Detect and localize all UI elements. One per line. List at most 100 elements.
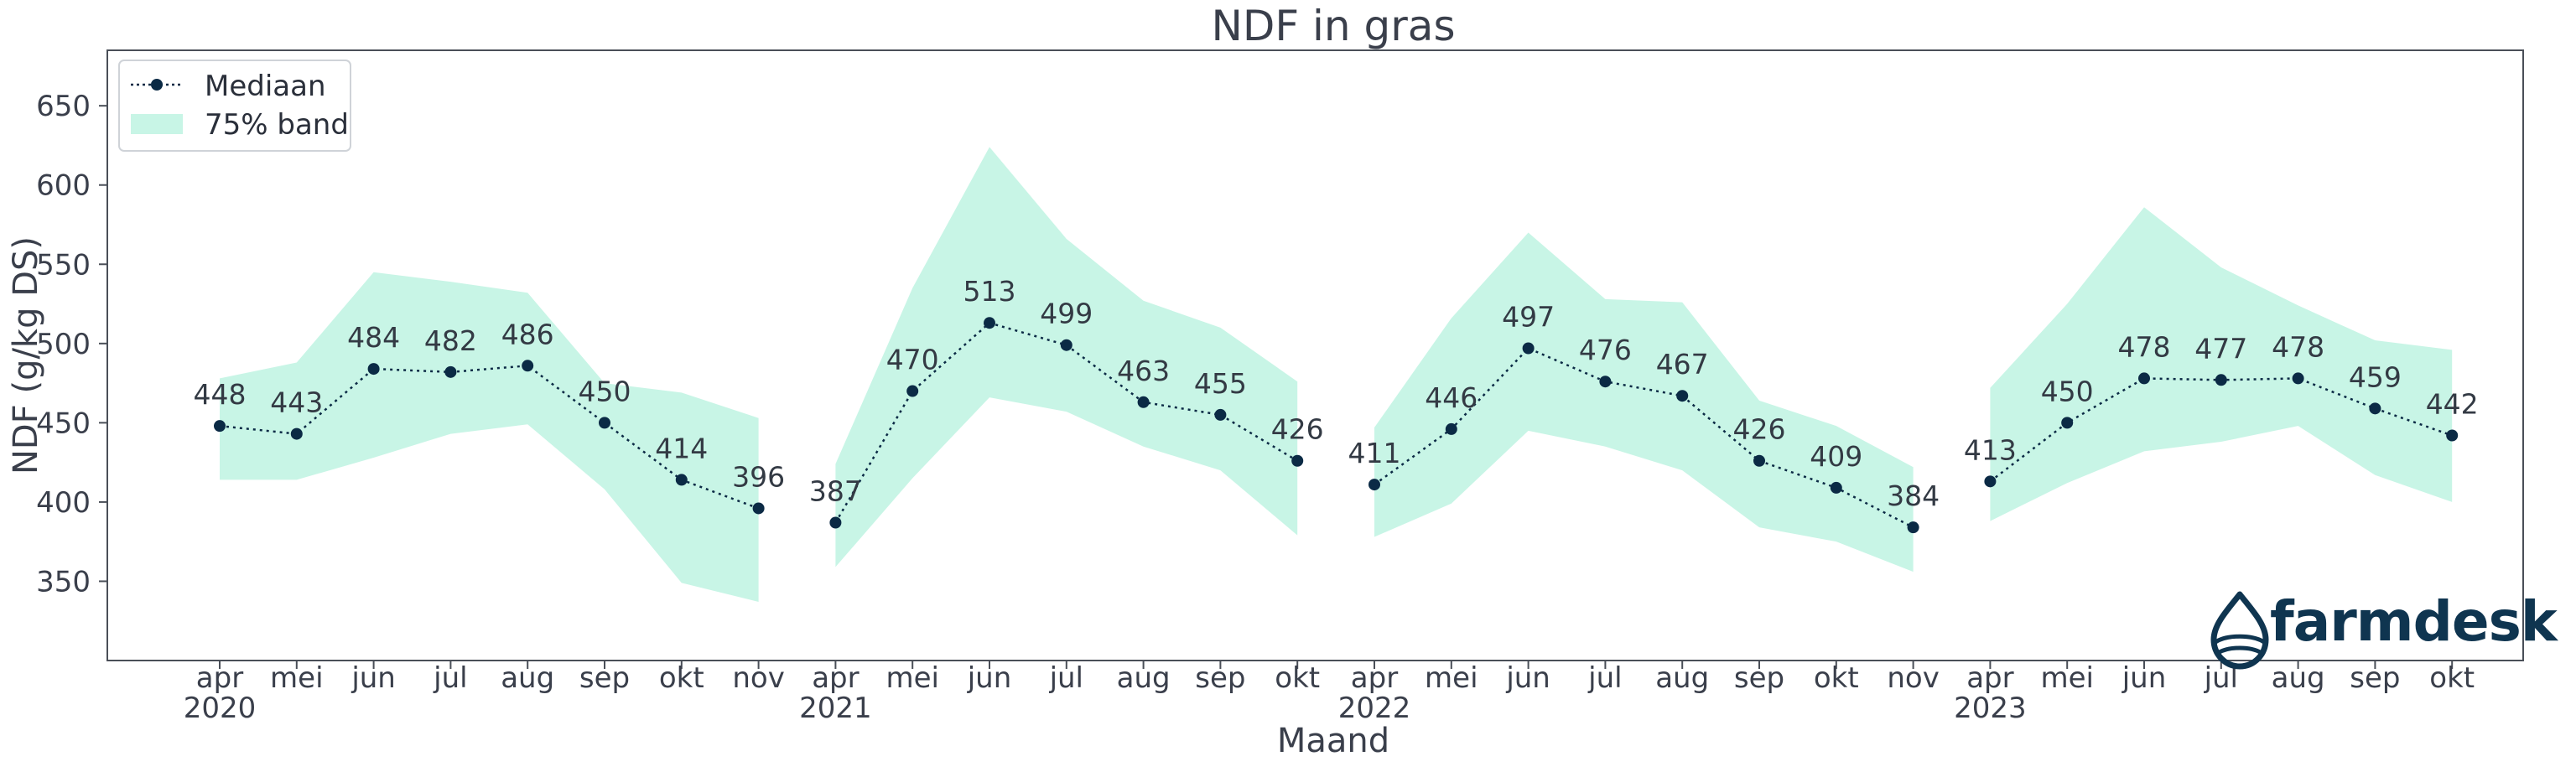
x-tick-year-label: 2021 — [799, 692, 872, 725]
data-label: 459 — [2349, 360, 2402, 393]
x-tick-label: nov — [732, 661, 784, 695]
data-label: 482 — [424, 324, 477, 357]
x-tick-label: jun — [2122, 661, 2167, 695]
data-label: 484 — [347, 321, 400, 354]
median-line-2022 — [1374, 346, 1914, 529]
x-tick-label: okt — [2429, 661, 2475, 695]
data-label: 477 — [2194, 332, 2247, 365]
data-label: 387 — [809, 474, 862, 507]
data-label: 442 — [2426, 387, 2479, 420]
x-tick-label: okt — [1814, 661, 1859, 695]
data-label: 414 — [655, 432, 708, 464]
y-tick-label: 500 — [36, 328, 91, 361]
x-tick-label: jun — [1505, 661, 1550, 695]
x-tick-year-label: 2020 — [184, 692, 257, 725]
band-2022 — [1374, 232, 1914, 573]
data-label: 463 — [1117, 355, 1170, 387]
median-point — [1445, 422, 1457, 435]
median-point — [984, 317, 995, 329]
data-label: 426 — [1733, 413, 1786, 446]
median-point — [1368, 479, 1380, 491]
x-tick-label: jun — [967, 661, 1012, 695]
x-tick-label: aug — [1655, 661, 1709, 695]
data-label: 499 — [1040, 298, 1093, 330]
median-point — [2138, 372, 2150, 385]
x-tick-label: sep — [1734, 661, 1784, 695]
x-tick-label: okt — [1275, 661, 1320, 695]
median-point — [1060, 339, 1072, 351]
band-2021 — [835, 147, 1298, 567]
data-label: 411 — [1348, 437, 1401, 469]
data-label: 478 — [2272, 330, 2324, 363]
x-tick-label: aug — [2272, 661, 2325, 695]
band-2023 — [1990, 207, 2453, 521]
median-point — [290, 427, 303, 440]
band-2020 — [220, 272, 759, 603]
x-tick-label: mei — [2040, 661, 2093, 695]
median-point — [444, 365, 457, 378]
x-tick-label: sep — [1195, 661, 1245, 695]
data-label: 450 — [2041, 375, 2094, 407]
x-tick-label: jun — [351, 661, 396, 695]
x-tick-label: apr — [1351, 661, 1398, 695]
median-point — [1753, 454, 1765, 467]
y-tick-label: 550 — [36, 248, 91, 282]
median-point — [1676, 390, 1689, 402]
median-point — [1214, 408, 1227, 421]
x-tick-label: jul — [433, 661, 467, 695]
farmdesk-logo: farmdesk — [2210, 589, 2560, 670]
y-tick-label: 600 — [36, 169, 91, 203]
x-tick-year-label: 2022 — [1338, 692, 1411, 725]
data-label: 413 — [1964, 433, 2017, 466]
data-label: 426 — [1271, 413, 1324, 446]
x-tick-label: okt — [659, 661, 704, 695]
median-point — [1830, 481, 1842, 494]
median-point — [1984, 475, 1997, 488]
median-point — [1599, 376, 1612, 388]
data-label: 448 — [194, 378, 247, 411]
data-label: 396 — [732, 460, 785, 493]
median-point — [214, 420, 226, 433]
data-label: 384 — [1887, 479, 1940, 512]
median-point — [1522, 342, 1535, 355]
x-tick-label: apr — [1966, 661, 2013, 695]
x-tick-label: nov — [1887, 661, 1939, 695]
data-label: 486 — [501, 318, 554, 350]
brand-name: farmdesk — [2270, 589, 2559, 654]
y-axis-title: NDF (g/kg DS) — [7, 236, 45, 474]
median-point — [367, 363, 380, 376]
x-tick-label: mei — [1425, 661, 1478, 695]
data-label: 467 — [1656, 348, 1709, 381]
median-point — [1137, 396, 1150, 408]
legend: Mediaan 75% band — [118, 60, 351, 152]
median-point — [2061, 417, 2074, 429]
legend-median-marker-icon — [151, 79, 163, 91]
median-point — [2369, 402, 2381, 415]
data-label: 446 — [1425, 381, 1478, 414]
data-label: 455 — [1194, 367, 1247, 400]
x-tick-label: mei — [886, 661, 938, 695]
chart-title: NDF in gras — [1211, 2, 1455, 50]
data-label: 497 — [1502, 300, 1555, 333]
x-tick-label: aug — [501, 661, 554, 695]
data-label: 476 — [1579, 334, 1632, 366]
y-tick-label: 650 — [36, 90, 91, 123]
median-point — [522, 360, 534, 372]
median-point — [2215, 374, 2227, 386]
data-label: 450 — [579, 375, 631, 407]
data-label: 409 — [1810, 440, 1862, 473]
x-tick-label: apr — [196, 661, 243, 695]
plot-frame — [106, 49, 2524, 661]
median-point — [2446, 429, 2459, 442]
band-layer — [220, 147, 2453, 603]
median-point — [2292, 372, 2304, 385]
y-tick-label: 350 — [36, 565, 91, 598]
legend-band-swatch-icon — [131, 114, 183, 134]
median-point — [829, 516, 842, 529]
median-point — [906, 385, 919, 397]
median-points — [214, 317, 2459, 534]
x-axis-title: Maand — [1277, 722, 1389, 760]
data-label: 443 — [270, 386, 323, 419]
